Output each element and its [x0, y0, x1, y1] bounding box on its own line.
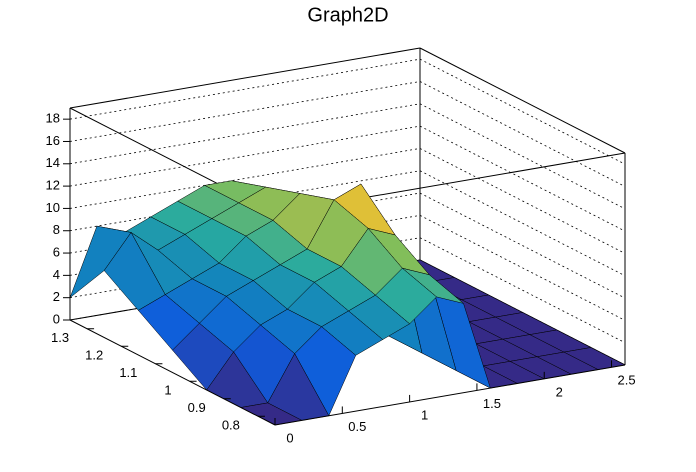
grid-line — [69, 125, 421, 187]
x-tick-label: 1 — [421, 407, 428, 422]
grid-line — [419, 58, 626, 165]
grid-line — [419, 125, 626, 232]
grid-line — [419, 81, 626, 187]
grid-line — [419, 148, 626, 254]
x-axis — [274, 364, 626, 426]
y-tick-label: 0.9 — [188, 400, 206, 415]
x-tick-label: 2 — [556, 384, 563, 399]
x-tick-label: 0.5 — [348, 419, 366, 434]
grid-line — [419, 103, 626, 210]
y-tick-label: 1.2 — [85, 348, 103, 363]
y-axis — [69, 319, 276, 426]
x-tick-label: 1.5 — [483, 396, 501, 411]
box-edge — [419, 47, 626, 154]
y-tick-label: 0.8 — [222, 418, 240, 433]
grid-line — [419, 192, 626, 299]
y-tick-label: 1.1 — [119, 365, 137, 380]
grid-line — [69, 148, 421, 209]
chart-title: Graph2D — [307, 4, 388, 26]
box-edge — [69, 47, 421, 109]
z-tick-label: 16 — [46, 133, 60, 148]
z-tick-label: 8 — [53, 222, 60, 237]
grid-line — [69, 103, 421, 165]
grid-line — [419, 237, 626, 344]
grid-line — [419, 215, 626, 321]
z-tick-label: 14 — [46, 155, 60, 170]
z-tick-label: 18 — [46, 111, 60, 126]
grid-line — [419, 170, 626, 277]
x-tick-label: 2.5 — [617, 373, 635, 388]
grid-line — [69, 58, 421, 120]
z-tick-label: 0 — [53, 311, 60, 326]
grid-line — [69, 170, 421, 232]
z-tick-label: 4 — [53, 267, 60, 282]
z-tick-label: 6 — [53, 244, 60, 259]
y-tick-label: 1 — [164, 383, 171, 398]
grid-line — [69, 81, 421, 142]
z-tick-label: 10 — [46, 200, 60, 215]
x-tick-label: 0 — [286, 430, 293, 445]
y-tick-label: 1.3 — [51, 330, 69, 345]
z-tick-label: 2 — [53, 289, 60, 304]
z-tick-label: 12 — [46, 178, 60, 193]
